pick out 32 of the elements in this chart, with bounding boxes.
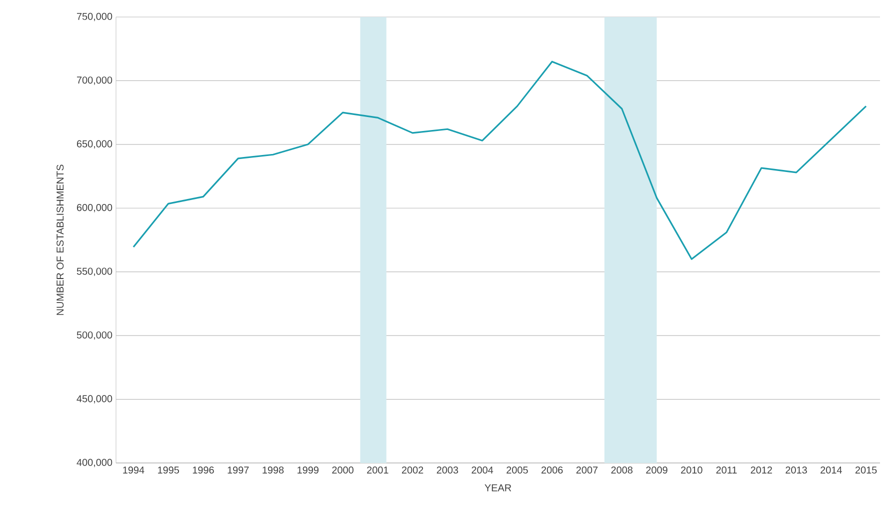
x-tick-label: 1997: [228, 466, 249, 474]
x-tick-label: 1994: [123, 466, 144, 474]
x-tick-label: 2003: [436, 466, 458, 474]
y-tick-label: 400,000: [76, 458, 112, 468]
x-tick-label: 2004: [472, 466, 494, 474]
x-tick-label: 2006: [542, 466, 563, 474]
x-tick-label: 2014: [820, 466, 842, 474]
y-tick-label: 600,000: [76, 204, 112, 212]
y-tick-label: 750,000: [76, 12, 112, 22]
x-tick-label: 2015: [855, 466, 877, 474]
x-tick-label: 1996: [192, 466, 214, 474]
x-tick-label: 1999: [298, 466, 318, 474]
x-tick-label: 2008: [611, 466, 632, 474]
x-tick-label: 1995: [158, 466, 179, 474]
y-tick-label: 650,000: [76, 140, 112, 149]
x-axis-title: YEAR: [484, 484, 512, 492]
y-axis-title: NUMBER OF ESTABLISHMENTS: [56, 164, 64, 315]
x-tick-label: 2013: [786, 466, 807, 474]
x-tick-label: 2011: [716, 466, 737, 474]
x-tick-label: 2012: [750, 466, 772, 474]
x-tick-label: 2000: [332, 466, 354, 474]
y-tick-label: 450,000: [76, 395, 112, 404]
x-tick-label: 2001: [367, 466, 388, 474]
x-tick-label: 2009: [646, 466, 668, 474]
x-tick-label: 2005: [506, 466, 528, 474]
x-tick-label: 1998: [262, 466, 284, 474]
y-tick-label: 700,000: [76, 76, 112, 85]
x-tick-label: 2002: [402, 466, 424, 474]
y-tick-label: 500,000: [76, 331, 112, 340]
x-tick-label: 2007: [576, 466, 598, 474]
x-tick-label: 2010: [681, 466, 702, 474]
y-tick-label: 550,000: [76, 268, 112, 276]
